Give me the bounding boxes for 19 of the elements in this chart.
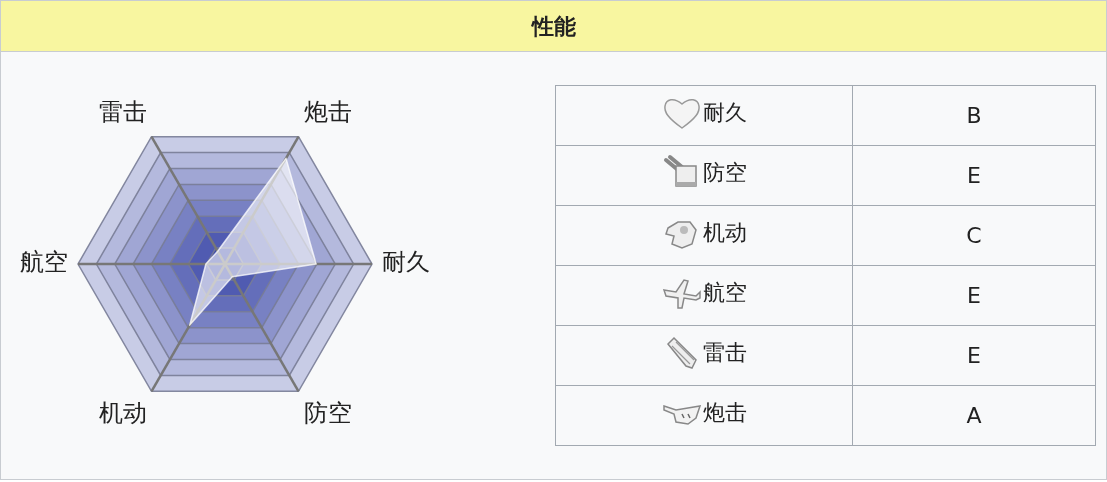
spoke-label: 耐久 — [382, 248, 430, 277]
category-label: 防空 — [702, 159, 747, 187]
category-label: 耐久 — [702, 99, 747, 127]
spoke-label: 航空 — [20, 248, 68, 277]
category-label: 雷击 — [702, 339, 747, 367]
category-label: 机动 — [702, 219, 747, 247]
spoke-label: 防空 — [303, 398, 352, 427]
text: B — [966, 103, 982, 128]
text: E — [967, 163, 981, 188]
text: A — [966, 403, 982, 428]
text: C — [966, 223, 982, 248]
text: 性能 — [1, 1, 1106, 52]
spoke-label: 雷击 — [98, 97, 147, 126]
text: E — [967, 283, 981, 308]
spoke-label: 炮击 — [303, 97, 352, 126]
spoke-label: 机动 — [98, 398, 147, 427]
category-label: 航空 — [702, 279, 747, 307]
category-label: 炮击 — [702, 399, 747, 427]
text: E — [967, 343, 981, 368]
